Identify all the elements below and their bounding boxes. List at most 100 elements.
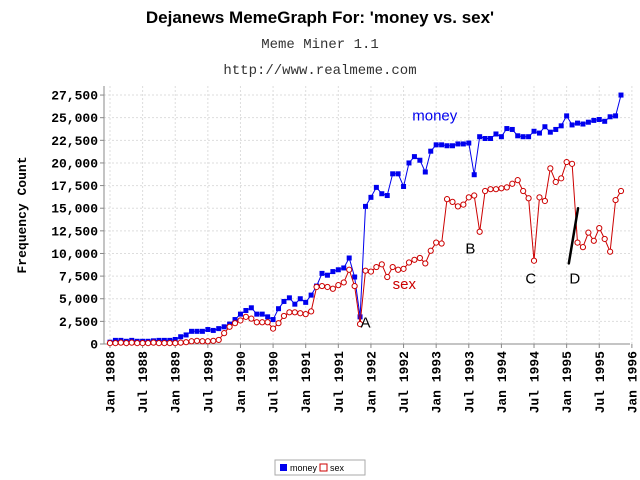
data-point-money: [493, 131, 499, 137]
data-point-sex: [259, 319, 266, 326]
x-tick-label: Jan 1990: [234, 351, 249, 414]
data-point-money: [297, 296, 303, 302]
x-tick-label: Jan 1989: [169, 351, 184, 414]
y-tick-label: 2,500: [59, 315, 98, 330]
data-point-money: [341, 265, 347, 271]
y-tick-label: 15,000: [51, 202, 98, 217]
y-tick-label: 22,500: [51, 134, 98, 149]
data-point-sex: [199, 338, 206, 345]
data-point-sex: [378, 261, 385, 268]
data-point-money: [178, 334, 184, 340]
data-point-money: [368, 194, 374, 200]
data-point-sex: [210, 337, 217, 344]
data-point-sex: [422, 260, 429, 267]
data-point-sex: [226, 323, 233, 330]
x-tick-label: Jan 1988: [104, 351, 119, 414]
data-point-sex: [563, 158, 570, 166]
data-point-money: [531, 128, 537, 134]
y-axis-label: Frequency Count: [15, 156, 30, 273]
data-point-money: [194, 328, 200, 334]
data-point-sex: [405, 259, 413, 266]
data-point-sex: [123, 339, 130, 347]
series-layer: [106, 92, 625, 347]
data-point-sex: [574, 239, 581, 246]
data-point-sex: [373, 263, 380, 271]
data-point-sex: [617, 187, 625, 195]
data-point-money: [575, 120, 581, 126]
data-point-sex: [612, 196, 619, 204]
data-point-money: [542, 124, 548, 130]
data-point-money: [585, 119, 591, 125]
data-point-sex: [275, 320, 282, 327]
data-point-sex: [264, 319, 271, 326]
data-point-money: [216, 326, 222, 332]
data-point-sex: [558, 175, 565, 182]
data-point-money: [482, 136, 488, 142]
data-point-sex: [443, 196, 451, 203]
data-point-money: [384, 193, 390, 199]
data-point-money: [390, 171, 396, 177]
data-point-sex: [134, 339, 141, 347]
data-point-money: [292, 301, 298, 307]
data-point-money: [607, 114, 613, 120]
data-point-sex: [351, 282, 358, 290]
data-point-money: [205, 327, 211, 333]
y-tick-label: 5,000: [59, 292, 98, 307]
data-point-sex: [324, 283, 331, 291]
data-point-sex: [253, 319, 260, 326]
data-point-sex: [601, 235, 608, 243]
data-point-money: [471, 172, 477, 178]
data-point-sex: [248, 315, 255, 322]
data-point-money: [536, 130, 542, 136]
data-point-money: [395, 171, 401, 177]
annotation-D: D: [569, 270, 580, 287]
data-point-sex: [395, 266, 402, 273]
data-point-money: [580, 121, 586, 127]
data-point-money: [596, 116, 602, 122]
x-tick-label: Jul 1995: [593, 351, 608, 414]
data-point-money: [357, 314, 363, 320]
data-point-sex: [471, 192, 478, 199]
data-point-sex: [237, 317, 244, 324]
data-point-money: [477, 134, 483, 140]
data-point-money: [232, 317, 238, 323]
data-point-sex: [476, 228, 483, 235]
x-tick-label: Jan 1995: [560, 351, 575, 414]
data-point-money: [276, 306, 282, 312]
x-tick-label: Jan 1994: [495, 351, 510, 414]
data-point-sex: [150, 339, 157, 346]
data-point-sex: [356, 320, 364, 328]
data-point-money: [526, 134, 532, 140]
data-point-money: [509, 126, 515, 132]
data-point-money: [520, 134, 526, 140]
data-point-money: [210, 327, 216, 333]
gridlines: [104, 86, 633, 345]
data-point-sex: [585, 229, 592, 236]
data-point-sex: [269, 325, 277, 332]
data-point-sex: [215, 336, 222, 344]
data-point-sex: [346, 266, 353, 273]
data-point-money: [352, 274, 358, 280]
data-point-sex: [329, 285, 336, 292]
data-point-money: [324, 272, 330, 278]
data-point-sex: [596, 225, 603, 232]
data-point-money: [254, 311, 260, 317]
data-point-money: [401, 183, 407, 189]
data-point-money: [330, 269, 336, 275]
data-point-money: [515, 133, 521, 139]
data-point-money: [613, 113, 619, 119]
data-point-sex: [465, 194, 472, 201]
data-point-sex: [161, 339, 168, 347]
data-point-sex: [503, 184, 510, 191]
data-point-money: [558, 123, 564, 129]
x-tick-label: Jul 1994: [528, 351, 543, 414]
data-point-sex: [367, 268, 375, 275]
data-point-sex: [536, 194, 543, 201]
data-point-sex: [166, 339, 173, 347]
annotation-layer: money sex A B C D: [360, 107, 580, 331]
data-point-sex: [188, 338, 195, 345]
y-tick-label: 7,500: [59, 270, 98, 285]
y-tick-label: 17,500: [51, 179, 98, 194]
legend: money sex: [274, 459, 366, 476]
data-point-money: [346, 255, 352, 261]
